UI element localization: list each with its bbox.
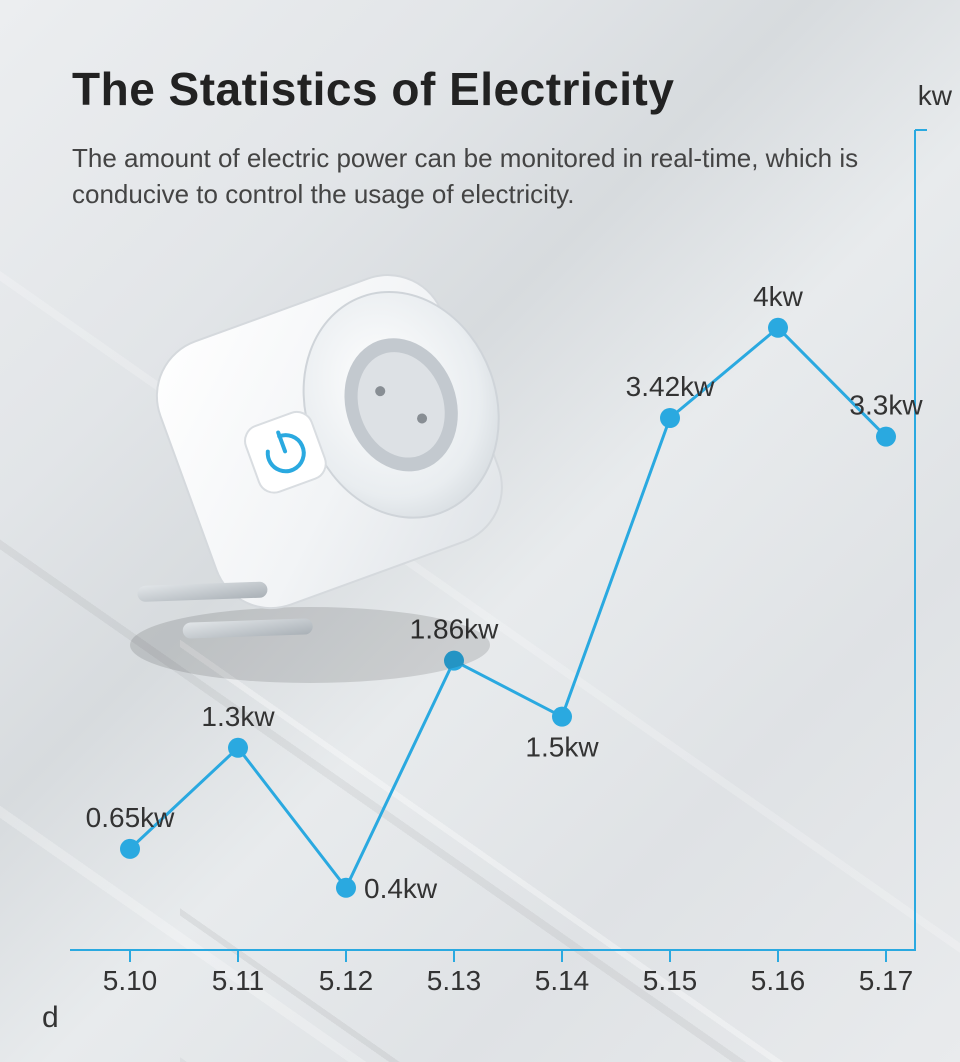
- value-label: 1.5kw: [525, 732, 599, 763]
- data-point: [768, 318, 788, 338]
- x-tick-label: 5.13: [427, 965, 482, 996]
- data-point: [660, 408, 680, 428]
- x-tick-label: 5.16: [751, 965, 806, 996]
- x-axis-unit: d: [42, 1001, 59, 1035]
- x-tick-label: 5.12: [319, 965, 374, 996]
- data-point: [336, 878, 356, 898]
- data-point: [120, 839, 140, 859]
- data-point: [228, 738, 248, 758]
- electricity-chart: 5.105.115.125.135.145.155.165.170.65kw1.…: [70, 250, 925, 990]
- value-label: 1.86kw: [410, 614, 499, 645]
- x-tick-label: 5.15: [643, 965, 698, 996]
- chart-svg: 5.105.115.125.135.145.155.165.170.65kw1.…: [70, 250, 925, 990]
- x-tick-label: 5.11: [212, 965, 264, 996]
- value-label: 3.3kw: [849, 390, 923, 421]
- value-label: 1.3kw: [201, 701, 275, 732]
- page-subtitle: The amount of electric power can be moni…: [72, 140, 862, 213]
- x-tick-label: 5.14: [535, 965, 590, 996]
- data-point: [444, 651, 464, 671]
- y-axis-unit: kw: [918, 80, 952, 112]
- value-label: 0.4kw: [364, 873, 438, 904]
- value-label: 3.42kw: [626, 371, 715, 402]
- data-point: [876, 427, 896, 447]
- x-tick-label: 5.17: [859, 965, 914, 996]
- page-title: The Statistics of Electricity: [72, 62, 674, 116]
- value-label: 4kw: [753, 281, 804, 312]
- x-tick-label: 5.10: [103, 965, 158, 996]
- data-point: [552, 707, 572, 727]
- value-label: 0.65kw: [86, 802, 175, 833]
